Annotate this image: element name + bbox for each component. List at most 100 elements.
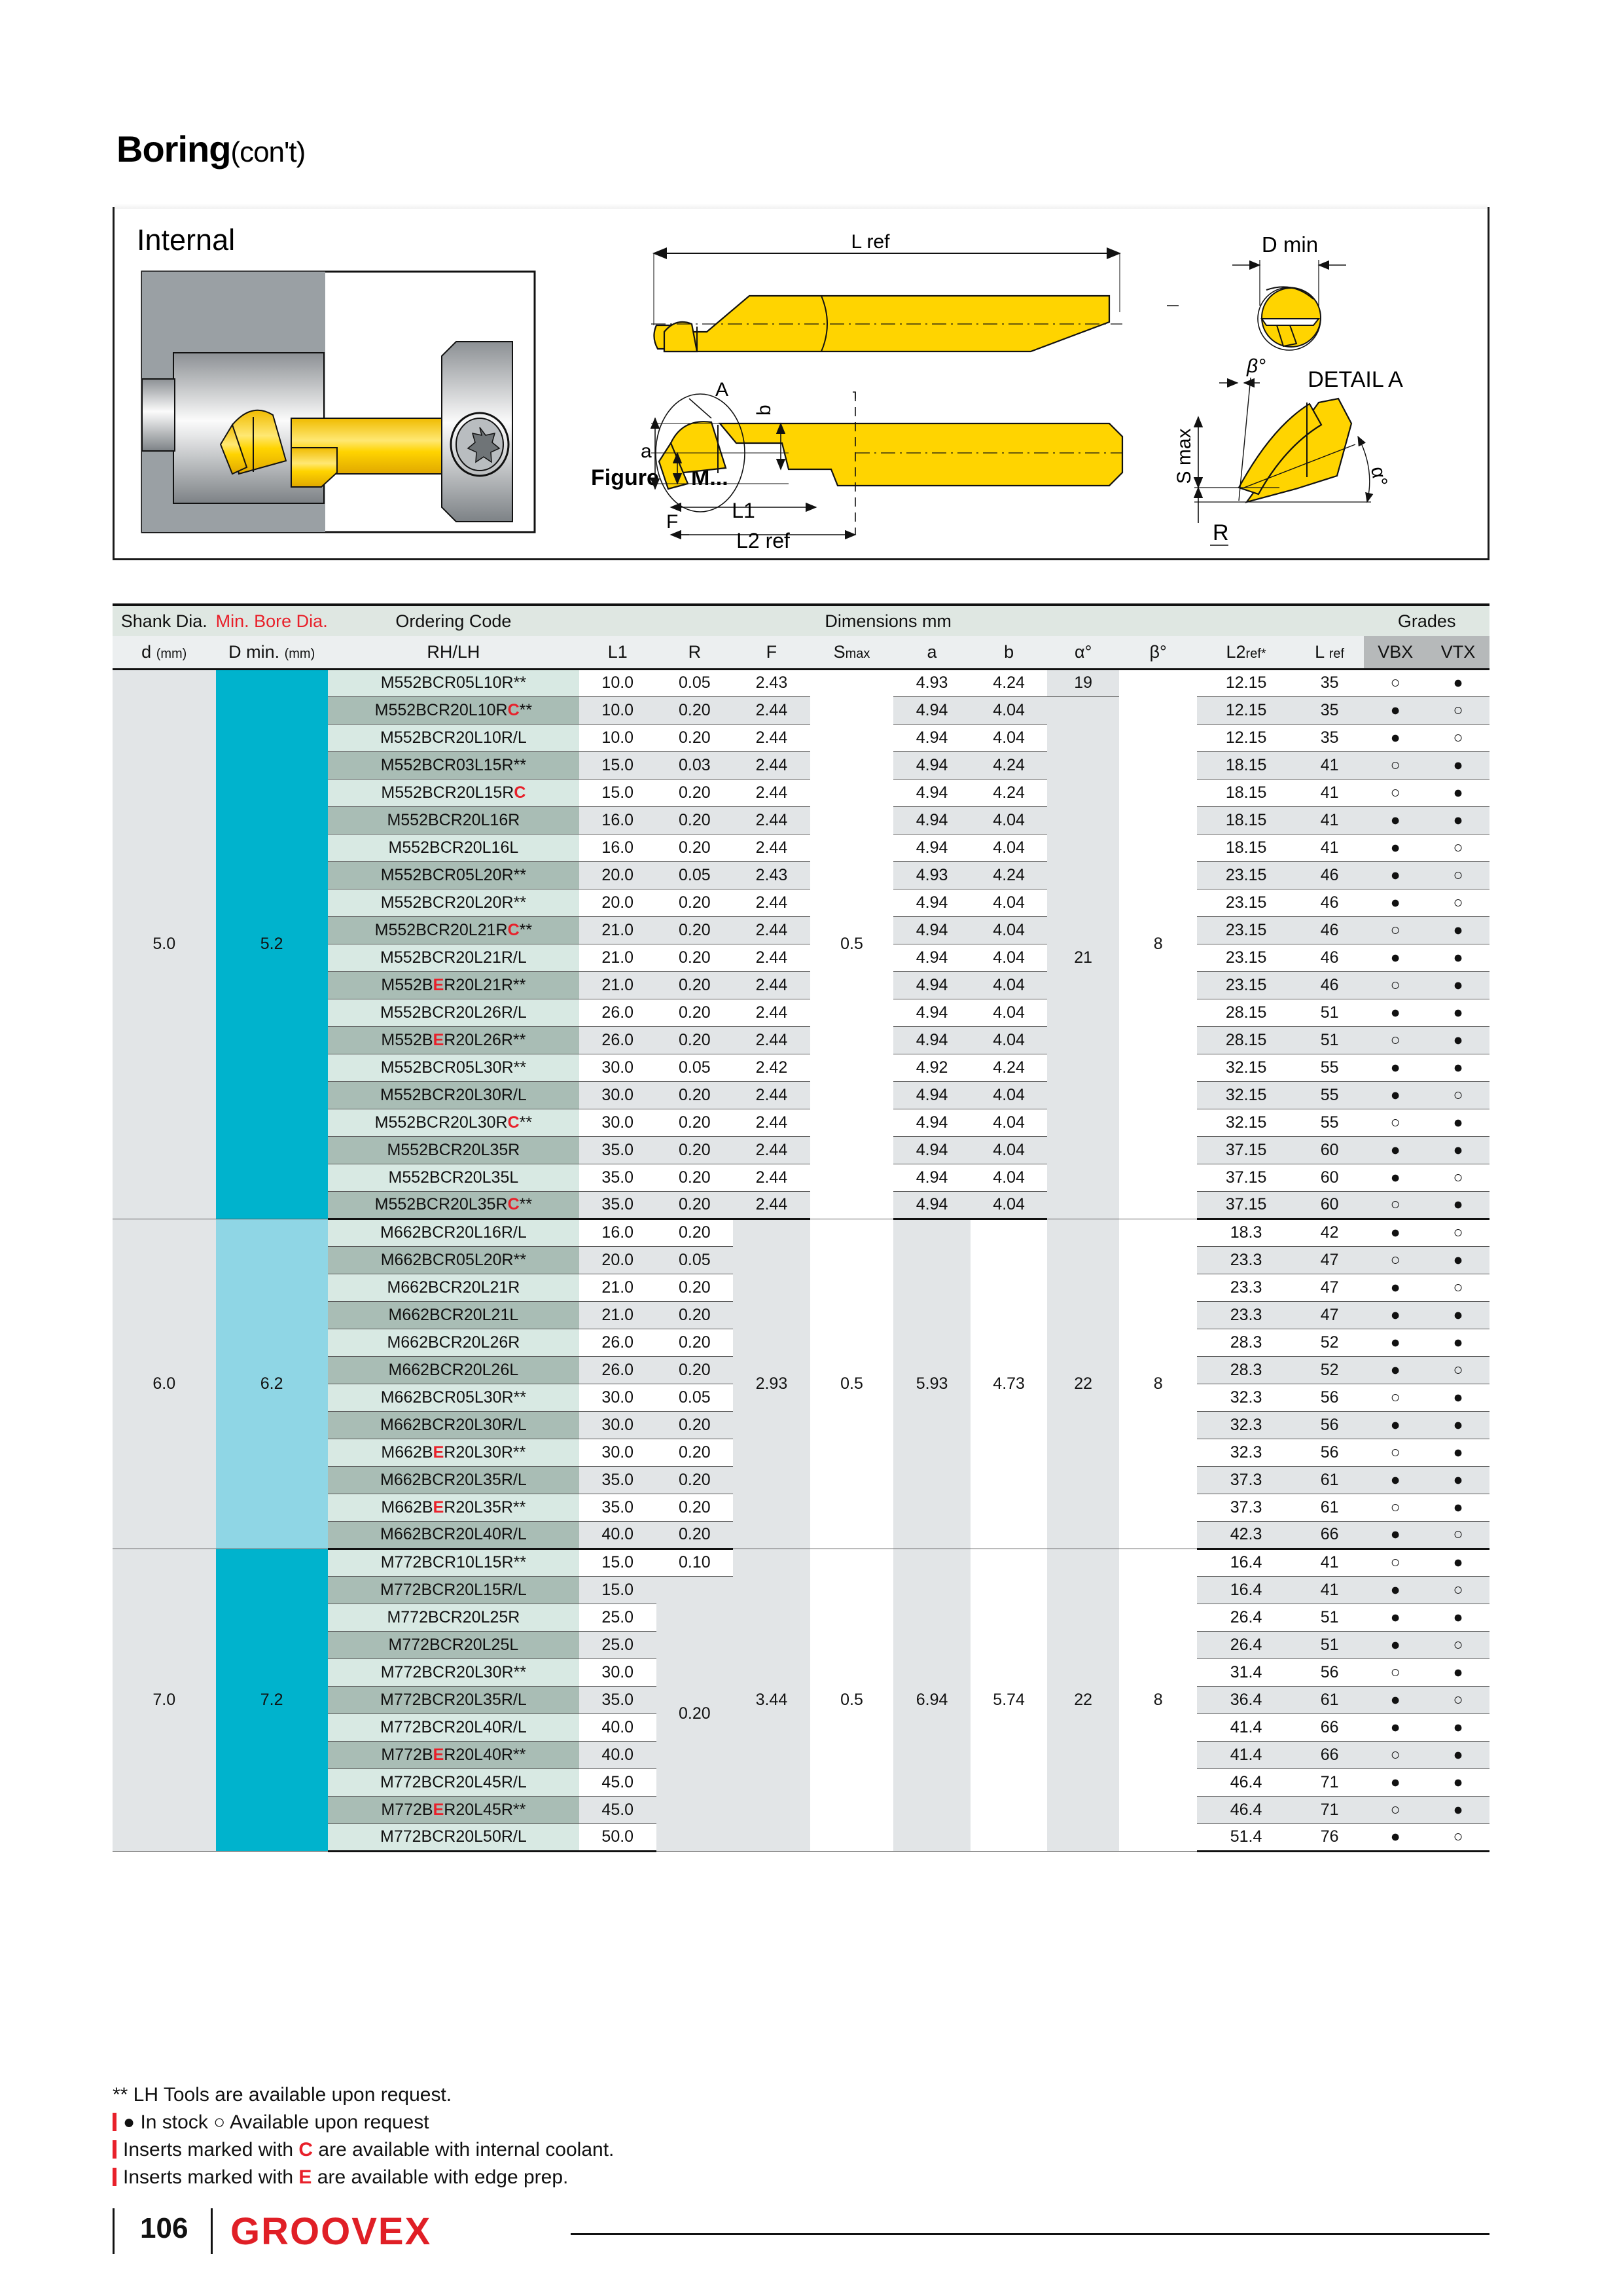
col-header-dmin: D min. (mm) xyxy=(215,636,328,669)
cell-l2-ref: 32.3 xyxy=(1197,1439,1295,1467)
cell-l-ref: 60 xyxy=(1294,1191,1364,1220)
cell-l-ref: 66 xyxy=(1294,1521,1364,1550)
cell-l2-ref: 32.3 xyxy=(1197,1384,1295,1412)
cell-f: 2.44 xyxy=(733,889,810,917)
cell-l-ref: 51 xyxy=(1294,1026,1364,1054)
cell-l2-ref: 23.3 xyxy=(1197,1274,1295,1302)
cell-l2-ref: 23.15 xyxy=(1197,944,1295,972)
cell-ordering-code: M552BCR20L30RC** xyxy=(327,1109,579,1137)
cell-ordering-code: M552BCR20L15RC xyxy=(327,779,579,807)
cell-l2-ref: 23.15 xyxy=(1197,861,1295,889)
col-header-b: b xyxy=(970,636,1048,669)
table-row: M552BCR05L30R** 30.0 0.05 2.42 4.92 4.24 32.15… xyxy=(113,1054,1489,1082)
cell-grade-vbx: ○ xyxy=(1364,916,1427,944)
cell-ordering-code: M662BCR20L30R/L xyxy=(327,1411,579,1439)
cell-l-ref: 35 xyxy=(1294,669,1364,697)
cell-a: 4.94 xyxy=(893,1026,971,1054)
cell-l1: 16.0 xyxy=(579,1219,656,1247)
cell-a: 4.93 xyxy=(893,669,971,697)
col-header-alpha: α° xyxy=(1047,636,1119,669)
cell-l1: 20.0 xyxy=(579,889,656,917)
col-header-rhlh: RH/LH xyxy=(327,636,579,669)
cell-ordering-code: M552BCR20L10RC** xyxy=(327,696,579,725)
cell-grade-vtx: ● xyxy=(1427,1109,1489,1137)
cell-grade-vbx: ○ xyxy=(1364,1659,1427,1687)
cell-l-ref: 42 xyxy=(1294,1219,1364,1247)
cell-r: 0.20 xyxy=(656,944,734,972)
cell-grade-vbx: ○ xyxy=(1364,1494,1427,1522)
cell-l2-ref: 37.15 xyxy=(1197,1191,1295,1220)
cell-grade-vbx: ● xyxy=(1364,1136,1427,1164)
cell-r: 0.05 xyxy=(656,861,734,889)
cell-grade-vbx: ○ xyxy=(1364,669,1427,697)
table-row: M552BER20L26R** 26.0 0.20 2.44 4.94 4.04 28.15… xyxy=(113,1026,1489,1054)
footnote-stock-legend: ● In stock ○ Available upon request xyxy=(113,2109,614,2136)
cell-l1: 35.0 xyxy=(579,1164,656,1192)
cell-b: 4.04 xyxy=(970,944,1048,972)
cell-b: 4.24 xyxy=(970,669,1048,697)
cell-f: 2.44 xyxy=(733,916,810,944)
cell-b: 4.04 xyxy=(970,971,1048,999)
cell-l-ref: 56 xyxy=(1294,1439,1364,1467)
code-mark: C xyxy=(507,700,520,719)
cell-l-ref: 35 xyxy=(1294,724,1364,752)
cell-r: 0.03 xyxy=(656,751,734,780)
col-header-l2ref: L2ref* xyxy=(1197,636,1295,669)
cell-grade-vbx: ● xyxy=(1364,1301,1427,1329)
cell-l2-ref: 32.15 xyxy=(1197,1081,1295,1109)
cell-a: 4.94 xyxy=(893,1164,971,1192)
cell-r: 0.05 xyxy=(656,1384,734,1412)
cell-ordering-code: M552BCR20L30R/L xyxy=(327,1081,579,1109)
table-row: M772BCR20L50R/L 50.0 51.4 76 ● ○ xyxy=(113,1823,1489,1852)
label-s-max: S max xyxy=(1173,428,1195,484)
cell-grade-vtx: ● xyxy=(1427,1549,1489,1577)
page-title: Boring(con't) xyxy=(116,128,306,170)
cell-l1: 15.0 xyxy=(579,1576,656,1604)
cell-f: 2.44 xyxy=(733,834,810,862)
table-row: M552BCR20L35L 35.0 0.20 2.44 4.94 4.04 37.15 60… xyxy=(113,1164,1489,1192)
cell-grade-vtx: ○ xyxy=(1427,1274,1489,1302)
cell-grade-vtx: ● xyxy=(1427,1466,1489,1494)
cell-r: 0.20 xyxy=(656,1191,734,1220)
label-detail-a: DETAIL A xyxy=(1308,367,1403,392)
cell-b: 4.73 xyxy=(970,1219,1048,1549)
cell-b: 4.24 xyxy=(970,1054,1048,1082)
label-dim-b: b xyxy=(753,404,775,416)
cell-ordering-code: M552BCR03L15R** xyxy=(327,751,579,780)
cell-r: 0.20 xyxy=(656,724,734,752)
table-row: 7.0 7.2 M772BCR10L15R** 15.0 0.10 3.44 0.5 6.94… xyxy=(113,1549,1489,1852)
cell-l1: 40.0 xyxy=(579,1521,656,1550)
cell-l2-ref: 37.15 xyxy=(1197,1164,1295,1192)
cell-l-ref: 56 xyxy=(1294,1659,1364,1687)
cell-b: 4.04 xyxy=(970,999,1048,1027)
cell-f: 2.44 xyxy=(733,751,810,780)
cell-r: 0.20 xyxy=(656,806,734,834)
cell-ordering-code: M662BER20L30R** xyxy=(327,1439,579,1467)
cell-l1: 10.0 xyxy=(579,669,656,697)
col-header-smax: Smax xyxy=(810,636,894,669)
table-row: M552BER20L21R** 21.0 0.20 2.44 4.94 4.04 23.15… xyxy=(113,971,1489,999)
cell-l2-ref: 12.15 xyxy=(1197,724,1295,752)
cell-l-ref: 46 xyxy=(1294,971,1364,999)
cell-r: 0.20 xyxy=(656,1164,734,1192)
cell-beta: 8 xyxy=(1118,1549,1198,1852)
cell-l-ref: 55 xyxy=(1294,1054,1364,1082)
cell-l1: 15.0 xyxy=(579,751,656,780)
cell-l1: 21.0 xyxy=(579,971,656,999)
cell-s-max: 0.5 xyxy=(810,1549,894,1852)
cell-l-ref: 56 xyxy=(1294,1411,1364,1439)
cell-ordering-code: M662BCR20L40R/L xyxy=(327,1521,579,1550)
cell-grade-vtx: ○ xyxy=(1427,724,1489,752)
cell-l-ref: 51 xyxy=(1294,999,1364,1027)
cell-l2-ref: 41.4 xyxy=(1197,1713,1295,1742)
cell-l-ref: 60 xyxy=(1294,1136,1364,1164)
cell-f: 2.44 xyxy=(733,1026,810,1054)
cell-l2-ref: 28.15 xyxy=(1197,999,1295,1027)
cell-l-ref: 60 xyxy=(1294,1164,1364,1192)
footer-rule xyxy=(571,2233,1489,2235)
table-row: M552BCR20L21RC** 21.0 0.20 2.44 4.94 4.04 23.1… xyxy=(113,916,1489,944)
cell-l2-ref: 51.4 xyxy=(1197,1823,1295,1852)
cell-grade-vtx: ○ xyxy=(1427,861,1489,889)
cell-a: 4.94 xyxy=(893,779,971,807)
cell-l1: 26.0 xyxy=(579,1329,656,1357)
